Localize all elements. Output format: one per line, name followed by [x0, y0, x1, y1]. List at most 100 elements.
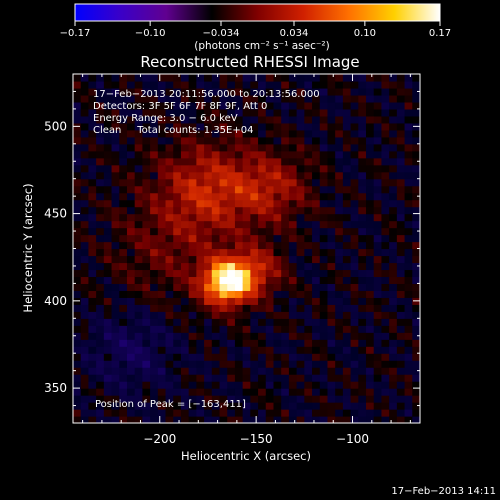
heatmap-cell [204, 367, 213, 375]
heatmap-cell [281, 227, 290, 236]
heatmap-cell [234, 367, 244, 375]
heatmap-cell [366, 122, 375, 131]
heatmap-cell [111, 185, 120, 194]
heatmap-cell [381, 143, 390, 152]
heatmap-cell [126, 171, 136, 180]
heatmap-cell [273, 122, 282, 131]
heatmap-cell [196, 318, 205, 326]
heatmap-cell [265, 416, 275, 423]
heatmap-cell [219, 262, 228, 271]
heatmap-cell [119, 381, 128, 389]
heatmap-cell [111, 74, 120, 82]
heatmap-cell [227, 94, 236, 103]
heatmap-cell [88, 332, 97, 340]
heatmap-cell [150, 129, 159, 138]
heatmap-cell [265, 374, 275, 382]
chart-title: Reconstructed RHESSI Image [140, 53, 359, 71]
heatmap-cell [412, 269, 420, 278]
heatmap-cell [134, 360, 143, 368]
heatmap-cell [234, 143, 244, 152]
heatmap-cell [296, 185, 305, 194]
heatmap-cell [126, 318, 136, 326]
heatmap-cell [265, 353, 275, 361]
heatmap-cell [150, 388, 159, 396]
heatmap-cell [381, 220, 390, 229]
heatmap-cell [304, 143, 313, 152]
heatmap-cell [150, 101, 159, 110]
heatmap-cell [173, 353, 182, 361]
heatmap-cell [296, 150, 305, 159]
heatmap-cell [304, 87, 313, 96]
heatmap-cell [157, 164, 167, 173]
heatmap-cell [412, 213, 420, 222]
heatmap-cell [242, 129, 251, 138]
heatmap-cell [119, 101, 128, 110]
heatmap-cell [188, 220, 197, 229]
heatmap-cell [389, 388, 398, 396]
heatmap-cell [173, 290, 182, 298]
heatmap-cell [312, 283, 321, 291]
heatmap-cell [157, 150, 167, 159]
heatmap-cell [265, 402, 275, 410]
heatmap-cell [350, 381, 359, 389]
heatmap-cell [157, 115, 167, 124]
heatmap-cell [412, 255, 420, 264]
heatmap-cell [281, 206, 290, 215]
heatmap-cell [288, 367, 298, 375]
heatmap-cell [258, 129, 267, 138]
heatmap-cell [327, 192, 336, 201]
heatmap-cell [273, 171, 282, 180]
heatmap-cell [304, 108, 313, 117]
heatmap-cell [281, 283, 290, 291]
heatmap-cell [381, 255, 390, 264]
heatmap-cell [250, 136, 259, 145]
heatmap-cell [312, 157, 321, 166]
heatmap-cell [157, 213, 167, 222]
heatmap-cell [234, 185, 244, 194]
heatmap-cell [196, 402, 205, 410]
heatmap-cell [396, 206, 406, 215]
heatmap-cell [281, 192, 290, 201]
heatmap-cell [180, 388, 190, 396]
heatmap-cell [381, 108, 390, 117]
heatmap-cell [88, 74, 97, 82]
heatmap-cell [281, 136, 290, 145]
heatmap-cell [165, 304, 174, 312]
heatmap-cell [111, 388, 120, 396]
heatmap-cell [389, 94, 398, 103]
heatmap-cell [234, 157, 244, 166]
heatmap-cell [335, 248, 344, 257]
heatmap-cell [211, 276, 221, 284]
heatmap-cell [265, 129, 275, 138]
heatmap-cell [265, 262, 275, 271]
heatmap-cell [96, 87, 105, 96]
heatmap-cell [219, 276, 228, 284]
heatmap-cell [242, 367, 251, 375]
heatmap-cell [234, 248, 244, 257]
heatmap-cell [242, 416, 251, 423]
heatmap-cell [103, 409, 113, 417]
heatmap-cell [327, 199, 336, 208]
heatmap-cell [173, 213, 182, 222]
heatmap-cell [211, 374, 221, 382]
heatmap-cell [150, 325, 159, 333]
heatmap-cell [296, 227, 305, 236]
heatmap-cell [142, 409, 151, 417]
heatmap-cell [381, 241, 390, 250]
heatmap-cell [312, 332, 321, 340]
heatmap-cell [180, 122, 190, 131]
heatmap-cell [88, 178, 97, 187]
heatmap-cell [73, 283, 82, 291]
heatmap-cell [180, 318, 190, 326]
heatmap-cell [103, 220, 113, 229]
heatmap-cell [219, 388, 228, 396]
heatmap-cell [188, 74, 197, 82]
heatmap-cell [273, 178, 282, 187]
heatmap-cell [281, 304, 290, 312]
heatmap-cell [165, 367, 174, 375]
heatmap-cell [150, 74, 159, 82]
heatmap-cell [281, 115, 290, 124]
heatmap-cell [88, 262, 97, 271]
heatmap-cell [126, 115, 136, 124]
heatmap-cell [157, 388, 167, 396]
